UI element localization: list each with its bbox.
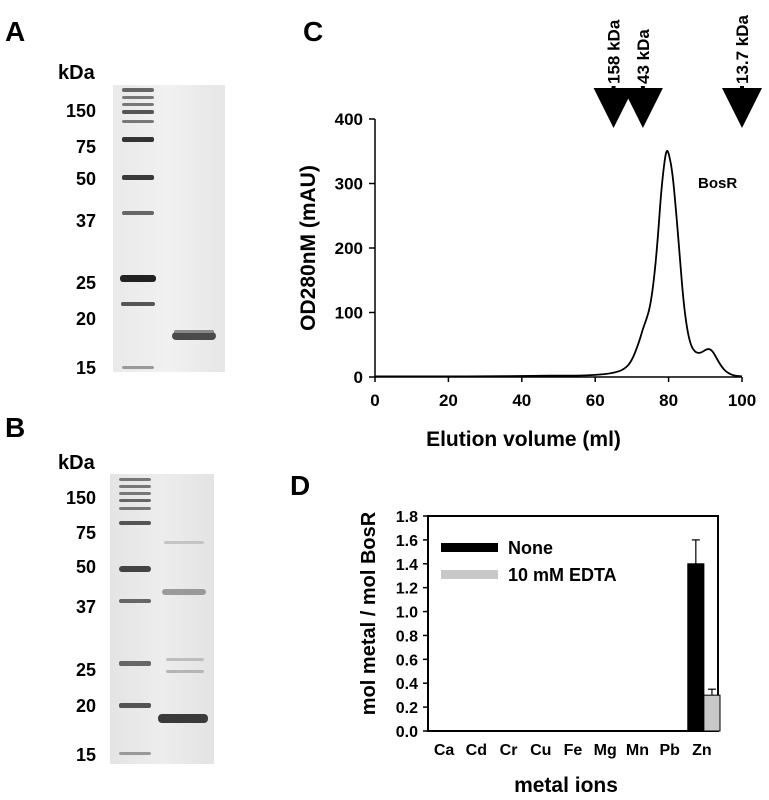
y-tick-label: 1.8 xyxy=(396,509,418,526)
y-tick-label: 100 xyxy=(335,304,363,323)
gel-a-marker-label: 150 xyxy=(65,101,96,121)
gel-a-marker-label: 20 xyxy=(75,309,96,329)
y-tick-label: 1.4 xyxy=(396,557,418,574)
gel-b-marker-label: 20 xyxy=(75,696,96,716)
bar xyxy=(687,563,705,732)
legend-label: None xyxy=(508,538,553,558)
peak-label: BosR xyxy=(698,175,737,192)
size-marker-label: 43 kDa xyxy=(634,29,653,84)
x-tick-label: Mg xyxy=(594,742,617,759)
y-tick-label: 1.0 xyxy=(396,605,418,622)
x-axis-label: metal ions xyxy=(514,774,618,797)
y-tick-label: 1.2 xyxy=(396,581,418,598)
gel-b-marker-label: 150 xyxy=(65,488,96,508)
gel-a-marker-label: 50 xyxy=(75,169,96,189)
x-tick-label: 80 xyxy=(659,391,678,410)
gel-a-marker-label: 15 xyxy=(75,358,96,378)
y-tick-label: 300 xyxy=(335,175,363,194)
x-tick-label: 0 xyxy=(370,391,379,410)
y-tick-label: 0.0 xyxy=(396,724,418,741)
x-tick-label: 20 xyxy=(439,391,458,410)
y-tick-label: 0.4 xyxy=(396,676,418,693)
panel-letter-d: D xyxy=(290,470,311,501)
y-axis-label: OD280nM (mAU) xyxy=(297,165,320,331)
x-axis-label: Elution volume (ml) xyxy=(426,428,621,451)
legend-swatch xyxy=(441,570,498,579)
x-tick-label: Cr xyxy=(500,742,518,759)
y-tick-label: 0.6 xyxy=(396,652,418,669)
x-tick-label: 100 xyxy=(728,391,756,410)
gel-b-marker-label: 50 xyxy=(75,557,96,577)
x-tick-label: 40 xyxy=(512,391,531,410)
y-tick-label: 400 xyxy=(335,110,363,129)
y-tick-label: 1.6 xyxy=(396,533,418,550)
x-tick-label: Pb xyxy=(659,742,680,759)
x-tick-label: Cd xyxy=(466,742,487,759)
y-tick-label: 0.2 xyxy=(396,700,418,717)
x-tick-label: Cu xyxy=(530,742,551,759)
panel-letter-c: C xyxy=(303,16,324,47)
x-tick-label: Fe xyxy=(564,742,583,759)
x-tick-label: Ca xyxy=(434,742,455,759)
size-marker-label: 158 kDa xyxy=(605,19,624,84)
panel-letter-b: B xyxy=(5,412,26,443)
legend-label: 10 mM EDTA xyxy=(508,565,617,585)
panel-letter-a: A xyxy=(5,16,26,47)
gel-b-marker-label: 37 xyxy=(75,597,96,617)
y-tick-label: 0 xyxy=(354,368,363,387)
bar xyxy=(703,694,721,732)
gel-a-unit-label: kDa xyxy=(58,62,95,84)
x-tick-label: Mn xyxy=(626,742,649,759)
x-tick-label: 60 xyxy=(586,391,605,410)
plot-frame xyxy=(427,515,719,732)
gel-b-marker-label: 25 xyxy=(75,660,96,680)
series-line-bosr xyxy=(374,150,743,378)
y-axis-label: mol metal / mol BosR xyxy=(358,511,380,715)
y-tick-label: 0.8 xyxy=(396,628,418,645)
gel-a-marker-label: 75 xyxy=(75,137,96,157)
size-marker-label: 13.7 kDa xyxy=(733,14,752,84)
x-tick-label: Zn xyxy=(692,742,712,759)
gel-a-marker-label: 37 xyxy=(75,211,96,231)
gel-b-marker-label: 15 xyxy=(75,745,96,765)
gel-b-unit-label: kDa xyxy=(58,452,95,474)
gel-a-marker-label: 25 xyxy=(75,273,96,293)
legend-swatch xyxy=(441,543,498,552)
gel-b-marker-label: 75 xyxy=(75,523,96,543)
y-tick-label: 200 xyxy=(335,239,363,258)
